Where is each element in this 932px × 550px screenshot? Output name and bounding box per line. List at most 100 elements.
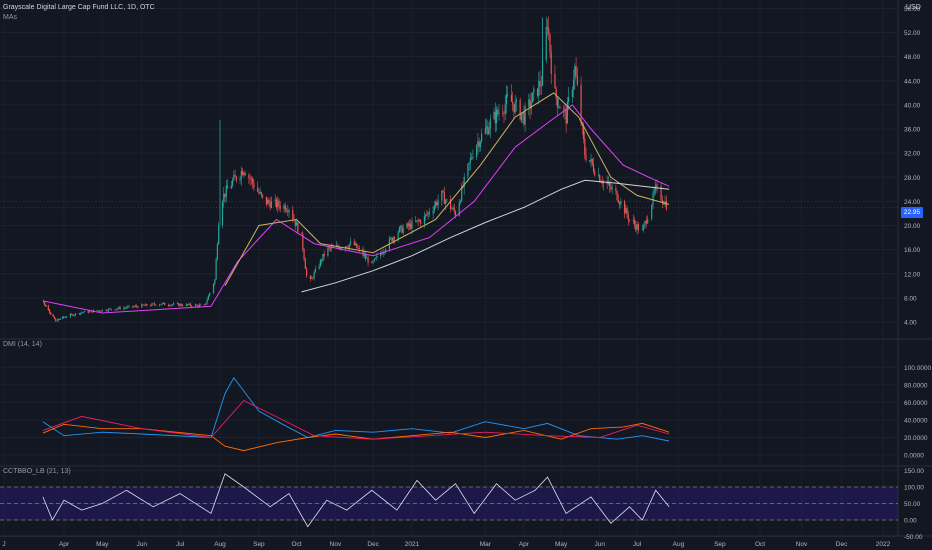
candle-body [137, 306, 139, 308]
x-tick-label: Jun [137, 541, 148, 548]
symbol-title[interactable]: Grayscale Digital Large Cap Fund LLC, 1D… [3, 4, 155, 11]
y-tick-label: 32.00 [904, 151, 921, 158]
candle-body [529, 99, 531, 109]
candle-body [153, 303, 156, 305]
candle-body [376, 255, 378, 258]
candle-body [502, 113, 504, 114]
x-tick-label: Aug [214, 541, 226, 548]
candle-body [218, 225, 220, 245]
candle-body [510, 95, 513, 102]
candle-body [498, 113, 500, 115]
candle-body [645, 220, 647, 224]
dmi-series-line [42, 376, 670, 442]
candle-body [636, 224, 638, 230]
currency-label[interactable]: USD [906, 4, 921, 11]
candle-body [270, 201, 273, 208]
y-tick-label: 100.0000 [904, 365, 931, 372]
cctbbo-indicator-label[interactable]: CCTBBO_LB (21, 13) [3, 468, 71, 475]
candle-body [530, 102, 532, 109]
candle-body [513, 104, 515, 113]
candle-body [150, 305, 152, 307]
candle-body [96, 310, 98, 312]
candle-body [556, 98, 559, 108]
candle-body [297, 222, 299, 233]
candle-body [253, 183, 255, 188]
candle-body [495, 109, 498, 124]
candle-body [601, 182, 603, 184]
last-price-tag: 22.95 [901, 207, 923, 218]
candle-body [136, 305, 138, 307]
candle-body [313, 272, 315, 279]
candle-body [101, 309, 103, 312]
candle-body [398, 227, 401, 233]
candle-body [566, 101, 568, 124]
x-tick-label: Nov [330, 541, 342, 548]
candle-body [656, 184, 658, 187]
ma-indicator-label[interactable]: MAs [3, 14, 17, 21]
moving-average-line [42, 104, 670, 314]
x-tick-label: Sep [714, 541, 726, 548]
candle-body [548, 28, 550, 34]
x-tick-label: Jul [633, 541, 642, 548]
candle-body [575, 66, 577, 77]
y-tick-label: 0.00 [904, 518, 917, 525]
candle-body [59, 318, 62, 320]
candle-body [248, 175, 250, 178]
candle-body [88, 311, 91, 313]
candle-body [45, 305, 47, 307]
candle-body [250, 178, 252, 180]
candle-body [302, 233, 304, 250]
candle-body [115, 309, 117, 310]
y-tick-label: 8.00 [904, 295, 917, 302]
candle-body [623, 200, 626, 214]
candle-body [661, 200, 664, 203]
candle-body [108, 308, 110, 311]
candle-body [259, 192, 261, 194]
dmi-indicator-label[interactable]: DMI (14, 14) [3, 341, 42, 348]
candle-body [375, 257, 377, 259]
x-tick-label: 2021 [405, 541, 420, 548]
candle-body [72, 314, 74, 316]
candle-body [62, 316, 64, 319]
candle-body [209, 292, 211, 296]
candle-body [477, 141, 479, 146]
candle-body [390, 237, 392, 239]
candle-body [283, 205, 285, 209]
candle-body [385, 249, 387, 252]
candle-body [366, 257, 368, 259]
candle-body [565, 109, 567, 124]
candle-body [628, 219, 631, 221]
candle-body [348, 244, 350, 248]
candle-body [489, 119, 491, 129]
candle-body [181, 305, 184, 307]
candle-body [170, 304, 172, 306]
candle-body [441, 190, 443, 201]
candle-body [512, 101, 514, 105]
candle-body [327, 247, 329, 256]
candle-body [189, 303, 191, 306]
candle-body [49, 310, 51, 313]
moving-average-line [224, 92, 670, 287]
candle-body [260, 192, 263, 195]
candle-body [161, 303, 163, 305]
candle-body [346, 246, 348, 248]
candle-body [576, 76, 578, 85]
candle-body [132, 305, 134, 307]
candle-body [97, 310, 100, 312]
candle-body [528, 99, 530, 107]
candle-body [571, 89, 573, 97]
candle-body [257, 187, 259, 192]
candle-body [410, 223, 412, 229]
candle-body [607, 182, 610, 184]
candle-body [367, 257, 369, 263]
y-tick-label: 4.00 [904, 320, 917, 327]
candle-body [314, 268, 316, 273]
candle-body [364, 254, 367, 259]
y-tick-label: 28.00 [904, 175, 921, 182]
candle-body [267, 199, 269, 205]
candle-body [198, 304, 200, 307]
candle-body [354, 243, 357, 246]
candle-body [617, 199, 619, 203]
candle-body [452, 207, 454, 209]
